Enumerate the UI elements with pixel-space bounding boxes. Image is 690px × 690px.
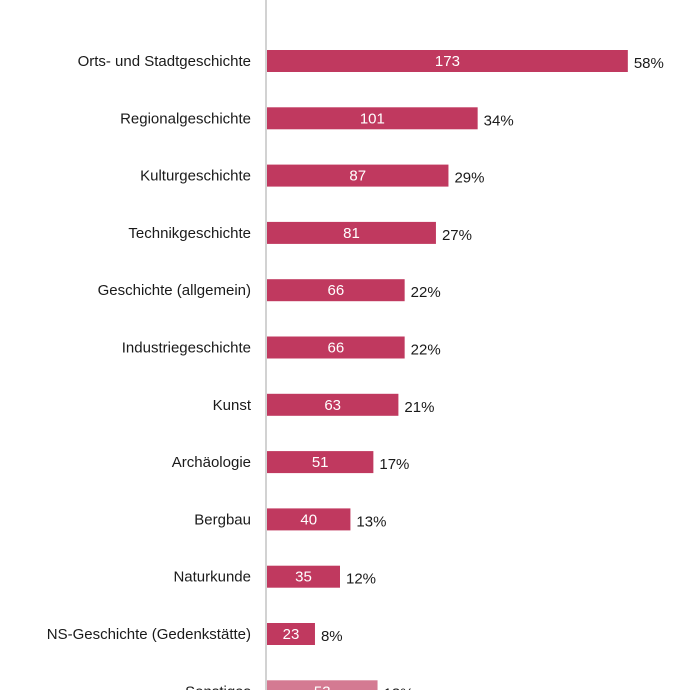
bars-group: Orts- und Stadtgeschichte 173 58% Regionalg… — [47, 50, 664, 690]
percent-label: 17% — [379, 456, 409, 473]
bar-value-label: 81 — [343, 225, 360, 242]
bar — [267, 50, 628, 72]
bar-value-label: 66 — [327, 340, 344, 357]
bar — [267, 565, 340, 588]
category-label: NS-Geschichte (Gedenkstätte) — [47, 626, 251, 643]
category-label: Bergbau — [194, 511, 251, 528]
bar — [267, 164, 449, 187]
bar — [267, 279, 405, 302]
bar — [267, 508, 351, 531]
category-label: Kulturgeschichte — [140, 168, 251, 185]
percent-label: 27% — [442, 227, 472, 244]
percent-label: 18% — [384, 685, 414, 690]
category-label: Naturkunde — [173, 569, 251, 586]
bar-value-label: 51 — [312, 454, 329, 471]
bar — [267, 336, 405, 359]
percent-label: 21% — [404, 399, 434, 416]
bar-value-label: 40 — [300, 511, 317, 528]
bar — [267, 623, 315, 645]
bar-value-label: 53 — [314, 683, 331, 690]
bar — [267, 393, 399, 416]
percent-label: 34% — [484, 112, 514, 129]
bar-value-label: 63 — [324, 397, 341, 414]
category-label: Regionalgeschichte — [120, 110, 251, 127]
category-label: Geschichte (allgemein) — [98, 282, 251, 299]
percent-label: 22% — [411, 342, 441, 359]
bar — [267, 451, 374, 474]
bar-value-label: 87 — [349, 168, 366, 185]
bar-value-label: 23 — [283, 626, 300, 643]
bar-value-label: 101 — [360, 110, 385, 127]
bar-value-label: 66 — [327, 282, 344, 299]
category-label: Archäologie — [172, 454, 251, 471]
bar-value-label: 35 — [295, 569, 312, 586]
category-label: Orts- und Stadtgeschichte — [78, 53, 251, 70]
bar — [267, 680, 378, 690]
percent-label: 8% — [321, 628, 343, 645]
bar — [267, 107, 478, 130]
category-label: Kunst — [213, 397, 252, 414]
category-label: Sonstiges — [185, 683, 251, 690]
bar-value-label: 173 — [435, 53, 460, 70]
percent-label: 12% — [346, 571, 376, 588]
percent-label: 22% — [411, 284, 441, 301]
percent-label: 13% — [356, 513, 386, 530]
bar — [267, 221, 436, 244]
percent-label: 29% — [454, 170, 484, 187]
category-label: Technikgeschichte — [128, 225, 251, 242]
percent-label: 58% — [634, 55, 664, 72]
category-label: Industriegeschichte — [122, 340, 251, 357]
